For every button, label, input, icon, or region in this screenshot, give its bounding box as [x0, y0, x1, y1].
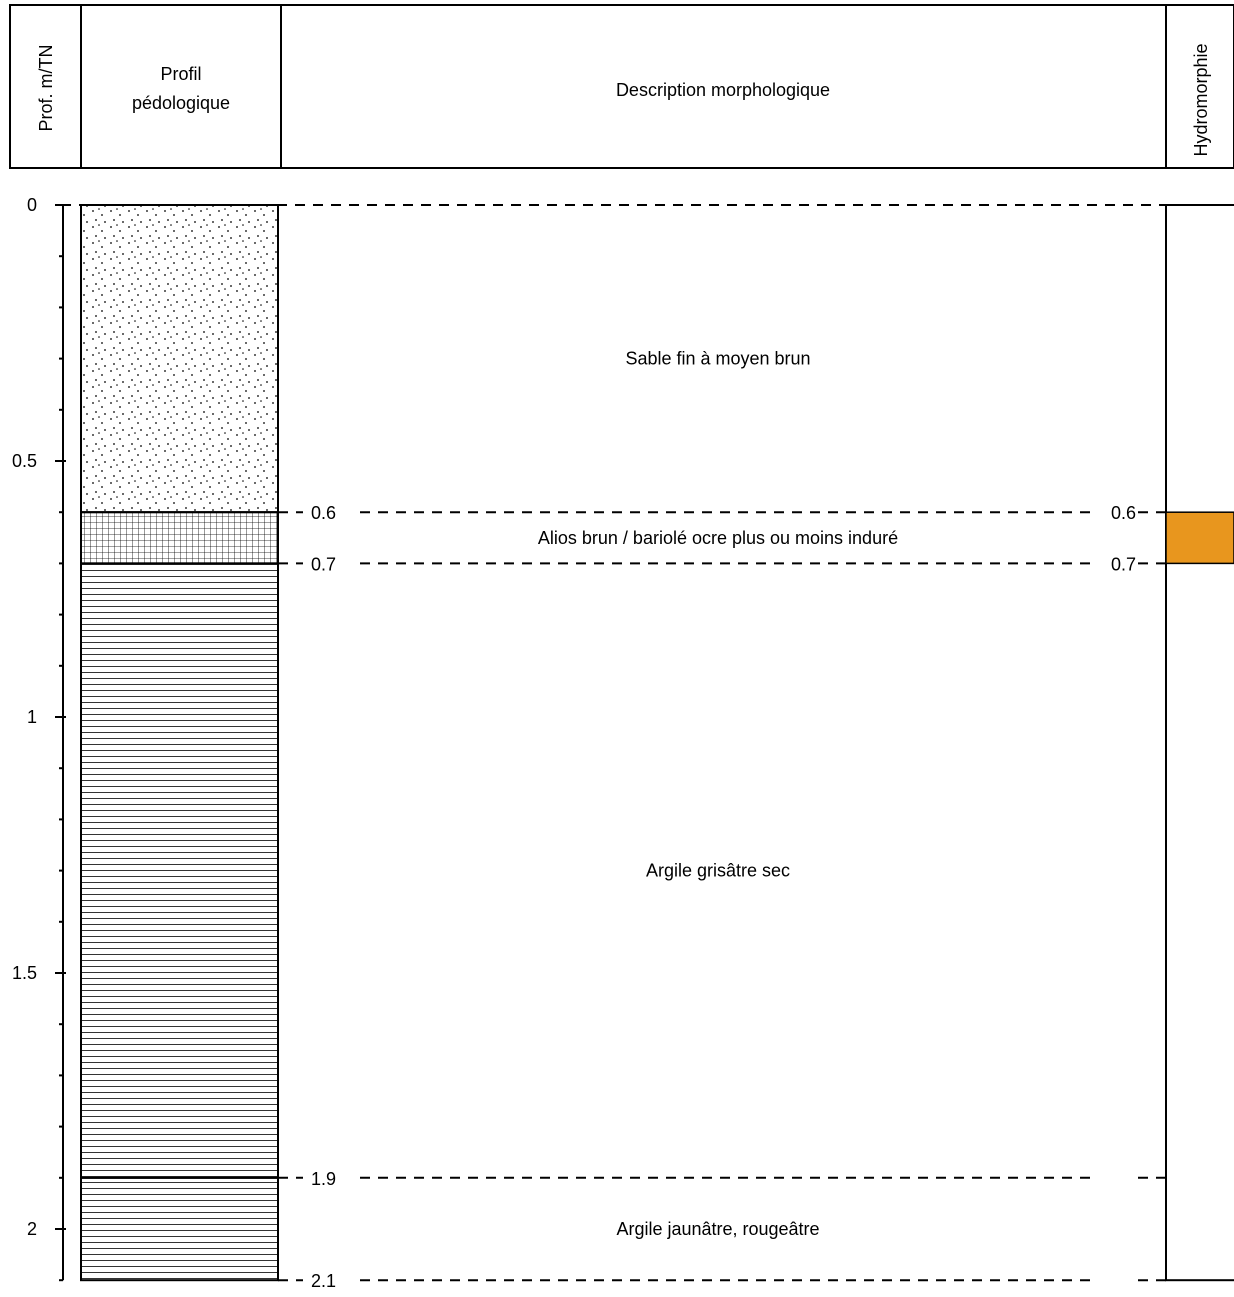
boundary-depth-label: 0.6 [311, 503, 336, 523]
soil-layers: Sable fin à moyen brun Alios brun / bario… [80, 204, 898, 1282]
soil-layer-dots [80, 204, 279, 514]
layer-description: Alios brun / bariolé ocre plus ou moins … [538, 528, 898, 548]
depth-tick-label: 0.5 [12, 451, 37, 471]
depth-tick-label: 1 [27, 707, 37, 727]
depth-tick-label: 0 [27, 195, 37, 215]
hydromorphy-depth-label: 0.6 [1111, 503, 1136, 523]
boundary-depth-label: 0.7 [311, 554, 336, 574]
hydromorphy-zone [1165, 511, 1234, 565]
layer-boundaries: 0.6 0.7 1.9 2.1 [61, 204, 1166, 1291]
profile-header-label-line2: pédologique [132, 93, 230, 113]
layer-description: Argile jaunâtre, rougeâtre [616, 1219, 819, 1239]
description-header-label: Description morphologique [616, 80, 830, 100]
header: Prof. m/TN Profil pédologique Descriptio… [9, 4, 1234, 169]
depth-header-label: Prof. m/TN [36, 44, 56, 131]
hydromorphy-column-frame [1165, 204, 1234, 1282]
profile-header-label-line1: Profil [160, 64, 201, 84]
depth-axis: 0 0.5 1 1.5 2 [12, 195, 66, 1282]
layer-description: Argile grisâtre sec [646, 861, 790, 881]
header-frame [9, 4, 1234, 169]
soil-layer-horizontal [80, 1176, 279, 1282]
hydromorphy-column: 0.6 0.7 [1111, 204, 1234, 1282]
hydromorphy-depth-label: 0.7 [1111, 554, 1136, 574]
boundary-depth-label: 2.1 [311, 1271, 336, 1291]
boundary-depth-label: 1.9 [311, 1169, 336, 1189]
depth-tick-label: 1.5 [12, 963, 37, 983]
depth-tick-label: 2 [27, 1219, 37, 1239]
soil-layer-grid [80, 511, 279, 565]
layer-description: Sable fin à moyen brun [625, 349, 810, 369]
hydromorphy-header-label: Hydromorphie [1191, 43, 1211, 156]
soil-layer-horizontal [80, 562, 279, 1179]
